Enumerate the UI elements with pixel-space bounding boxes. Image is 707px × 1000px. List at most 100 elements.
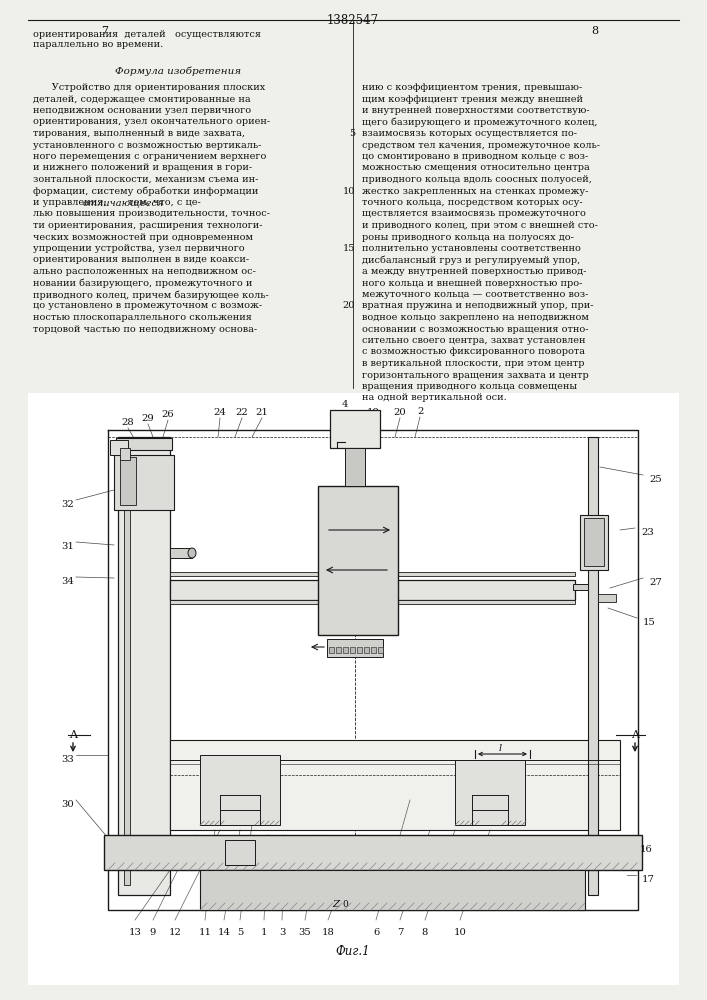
Text: формации, систему обработки информации: формации, систему обработки информации (33, 186, 258, 196)
Text: с возможностью фиксированного поворота: с возможностью фиксированного поворота (362, 348, 585, 357)
Text: 12: 12 (168, 928, 182, 937)
Text: щего базирующего и промежуточного колец,: щего базирующего и промежуточного колец, (362, 117, 597, 127)
Text: Фиг.1: Фиг.1 (336, 945, 370, 958)
Text: горизонтального вращения захвата и центр: горизонтального вращения захвата и центр (362, 370, 589, 379)
Bar (104, 835, 642, 870)
Text: тирования, выполненный в виде захвата,: тирования, выполненный в виде захвата, (33, 129, 245, 138)
Text: ного перемещения с ограничением верхнего: ного перемещения с ограничением верхнего (33, 152, 267, 161)
Text: межуточного кольца — соответственно воз-: межуточного кольца — соответственно воз- (362, 290, 588, 299)
Text: 33: 33 (62, 755, 74, 764)
Bar (124, 447, 130, 885)
Text: 10: 10 (343, 186, 355, 196)
Text: вратная пружина и неподвижный упор, при-: вратная пружина и неподвижный упор, при- (362, 302, 593, 310)
Text: лью повышения производительности, точнос-: лью повышения производительности, точнос… (33, 210, 270, 219)
Bar (364, 647, 369, 653)
Text: ческих возможностей при одновременном: ческих возможностей при одновременном (33, 232, 253, 241)
Bar (170, 548, 192, 558)
Text: на одной вертикальной оси.: на одной вертикальной оси. (362, 393, 507, 402)
Text: ориентирования, узел окончательного ориен-: ориентирования, узел окончательного орие… (33, 117, 270, 126)
Text: ного кольца и внешней поверхностью про-: ного кольца и внешней поверхностью про- (362, 278, 583, 288)
Bar (327, 639, 383, 657)
Text: средством тел качения, промежуточное коль-: средством тел качения, промежуточное кол… (362, 140, 600, 149)
Text: 1: 1 (261, 928, 267, 937)
Text: ностью плоскопараллельного скольжения: ностью плоскопараллельного скольжения (33, 313, 252, 322)
Text: 20: 20 (394, 408, 407, 417)
Text: 5: 5 (237, 928, 243, 937)
Bar (455, 760, 525, 825)
Text: нию с коэффициентом трения, превышаю-: нию с коэффициентом трения, превышаю- (362, 83, 583, 92)
Text: ти ориентирования, расширения технологи-: ти ориентирования, расширения технологи- (33, 221, 262, 230)
Text: точного кольца, посредством которых осу-: точного кольца, посредством которых осу- (362, 198, 583, 207)
Text: 30: 30 (62, 800, 74, 809)
Bar (580, 515, 608, 570)
Text: 4: 4 (341, 400, 349, 409)
Text: 9: 9 (150, 928, 156, 937)
Text: 28: 28 (122, 418, 134, 427)
Bar (120, 448, 130, 460)
Text: можностью смещения относительно центра: можностью смещения относительно центра (362, 163, 590, 172)
Text: 22: 22 (235, 408, 248, 417)
Bar (584, 518, 604, 566)
Bar (329, 647, 334, 653)
Text: 8: 8 (422, 928, 428, 937)
Bar (200, 755, 280, 825)
Bar (120, 457, 136, 505)
Text: ориентирования выполнен в виде коакси-: ориентирования выполнен в виде коакси- (33, 255, 249, 264)
Text: 35: 35 (298, 928, 311, 937)
Text: установленного с возможностью вертикаль-: установленного с возможностью вертикаль- (33, 140, 262, 149)
Text: 14: 14 (218, 928, 230, 937)
Text: ществляется взаимосвязь промежуточного: ществляется взаимосвязь промежуточного (362, 210, 586, 219)
Text: 34: 34 (62, 577, 74, 586)
Bar (573, 584, 588, 590)
Text: деталей, содержащее смонтированные на: деталей, содержащее смонтированные на (33, 95, 250, 104)
Text: 24: 24 (214, 408, 226, 417)
Text: приводного колец, причем базирующее коль-: приводного колец, причем базирующее коль… (33, 290, 269, 300)
Text: взаимосвязь которых осуществляется по-: взаимосвязь которых осуществляется по- (362, 129, 577, 138)
Text: 26: 26 (162, 410, 175, 419)
Text: и приводного колец, при этом с внешней сто-: и приводного колец, при этом с внешней с… (362, 221, 598, 230)
Text: 27: 27 (649, 578, 662, 587)
Text: упрощении устройства, узел первичного: упрощении устройства, узел первичного (33, 244, 245, 253)
Bar (114, 455, 174, 510)
Text: 25: 25 (649, 475, 662, 484)
Bar (118, 437, 170, 895)
Text: 15: 15 (643, 618, 656, 627)
Bar (330, 410, 380, 448)
Bar (200, 870, 585, 910)
Text: и нижнего положений и вращения в гори-: и нижнего положений и вращения в гори- (33, 163, 252, 172)
Text: 6: 6 (373, 928, 379, 937)
Bar (110, 440, 128, 455)
Text: 2: 2 (417, 407, 423, 416)
Text: 15: 15 (343, 244, 355, 253)
Text: /20: /20 (345, 500, 359, 509)
Text: Устройство для ориентирования плоских: Устройство для ориентирования плоских (33, 83, 265, 92)
Text: A: A (631, 730, 639, 740)
Text: 19: 19 (366, 408, 380, 417)
Bar (350, 647, 355, 653)
Bar (357, 647, 362, 653)
Text: Формула изобретения: Формула изобретения (115, 66, 241, 76)
Text: жестко закрепленных на стенках промежу-: жестко закрепленных на стенках промежу- (362, 186, 588, 196)
Bar (170, 740, 620, 830)
Bar (343, 647, 348, 653)
Bar (318, 486, 398, 635)
Text: отличающееся: отличающееся (82, 198, 164, 207)
Bar (116, 438, 172, 450)
Text: цо установлено в промежуточном с возмож-: цо установлено в промежуточном с возмож- (33, 302, 262, 310)
Text: приводного кольца вдоль соосных полуосей,: приводного кольца вдоль соосных полуосей… (362, 175, 592, 184)
Text: 1382547: 1382547 (327, 14, 379, 27)
Text: Z: Z (337, 500, 344, 509)
Bar (345, 448, 365, 486)
Text: вращения приводного кольца совмещены: вращения приводного кольца совмещены (362, 382, 577, 391)
Bar (588, 437, 598, 895)
Text: 7: 7 (102, 26, 108, 36)
Text: 13: 13 (129, 928, 141, 937)
Text: Z: Z (333, 900, 340, 909)
Text: основании с возможностью вращения отно-: основании с возможностью вращения отно- (362, 324, 588, 334)
Bar (598, 594, 616, 602)
Text: торцовой частью по неподвижному основа-: торцовой частью по неподвижному основа- (33, 324, 257, 334)
Text: ориентирования  деталей   осуществляются
параллельно во времени.: ориентирования деталей осуществляются па… (33, 30, 261, 49)
Text: 17: 17 (642, 875, 655, 884)
Text: неподвижном основании узел первичного: неподвижном основании узел первичного (33, 106, 251, 115)
Text: сительно своего центра, захват установлен: сительно своего центра, захват установле… (362, 336, 585, 345)
